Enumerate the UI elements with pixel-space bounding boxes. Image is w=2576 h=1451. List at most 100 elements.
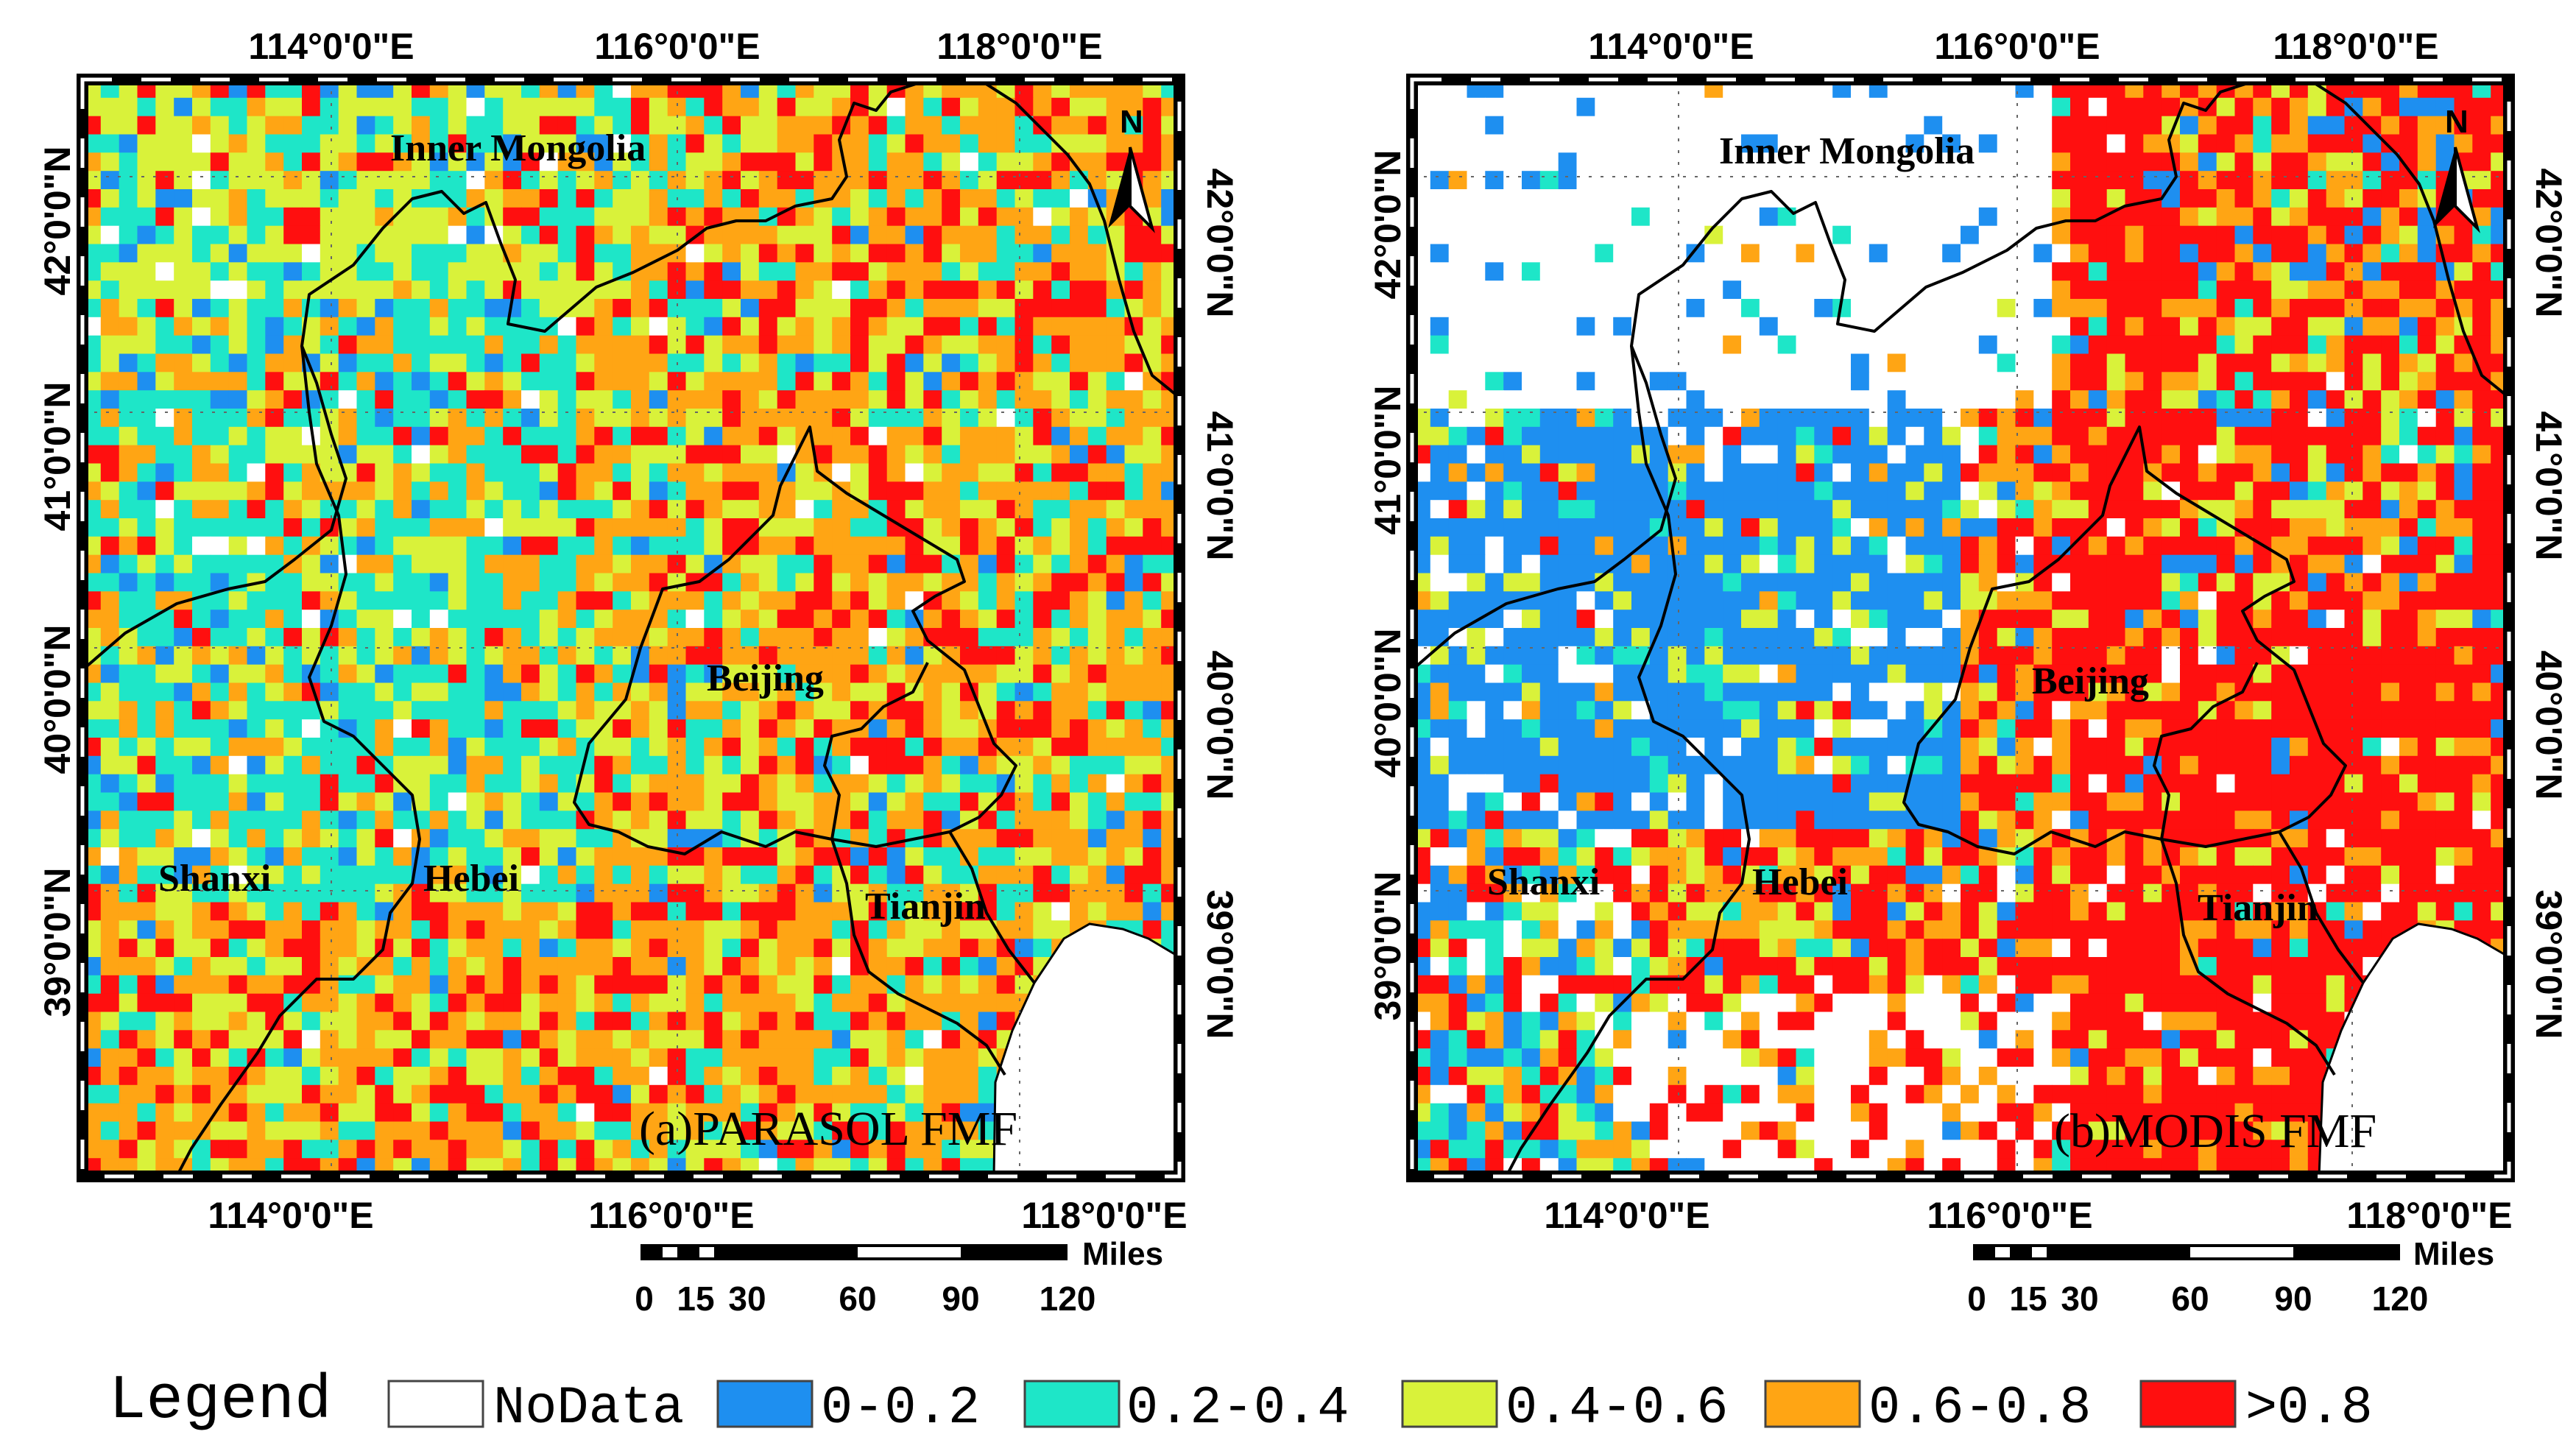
raster-cell — [2015, 353, 2034, 373]
raster-cell — [119, 1012, 138, 1031]
raster-cell — [119, 1121, 138, 1140]
raster-cell — [2271, 262, 2290, 281]
raster-cell — [539, 920, 559, 939]
raster-cell — [1522, 116, 1541, 135]
raster-cell — [119, 225, 138, 245]
raster-cell — [1503, 372, 1522, 391]
raster-cell — [685, 738, 705, 757]
raster-cell — [1558, 171, 1578, 190]
raster-cell — [356, 1121, 375, 1140]
raster-cell — [685, 390, 705, 409]
raster-cell — [155, 1030, 174, 1049]
raster-cell — [942, 1140, 961, 1159]
raster-cell — [393, 225, 412, 245]
raster-cell — [722, 920, 741, 939]
raster-cell — [539, 719, 559, 738]
raster-cell — [100, 719, 120, 738]
raster-cell — [1124, 610, 1143, 629]
raster-cell — [429, 811, 449, 830]
raster-cell — [174, 299, 193, 318]
raster-cell — [2381, 390, 2400, 409]
raster-cell — [722, 902, 741, 921]
raster-cell — [795, 171, 814, 190]
raster-cell — [868, 573, 888, 592]
raster-cell — [247, 701, 266, 720]
raster-cell — [1033, 463, 1052, 482]
raster-cell — [1070, 664, 1089, 684]
raster-cell — [758, 1140, 778, 1159]
raster-cell — [777, 664, 797, 684]
raster-cell — [1905, 134, 1924, 153]
raster-cell — [1522, 244, 1541, 263]
raster-cell — [685, 244, 705, 263]
raster-cell — [393, 993, 412, 1013]
raster-cell — [868, 591, 888, 610]
raster-cell — [356, 975, 375, 995]
raster-cell — [741, 792, 760, 811]
raster-cell — [137, 1140, 156, 1159]
raster-cell — [100, 573, 120, 592]
raster-cell — [466, 829, 485, 848]
raster-cell — [960, 116, 979, 135]
raster-cell — [1741, 353, 1760, 373]
raster-cell — [412, 262, 431, 281]
raster-cell — [942, 481, 961, 501]
raster-cell — [283, 1030, 303, 1049]
raster-cell — [228, 372, 248, 391]
raster-cell — [2088, 171, 2108, 190]
raster-cell — [265, 335, 284, 355]
raster-cell — [978, 993, 998, 1013]
raster-cell — [557, 554, 577, 574]
raster-cell — [2070, 299, 2089, 318]
raster-cell — [192, 426, 211, 446]
raster-cell — [228, 755, 248, 775]
raster-cell — [1814, 426, 1833, 446]
raster-cell — [503, 829, 522, 848]
raster-cell — [704, 1012, 723, 1031]
raster-cell — [302, 1140, 321, 1159]
raster-cell — [265, 280, 284, 300]
raster-cell — [631, 280, 650, 300]
raster-cell — [1124, 829, 1143, 848]
raster-cell — [539, 1084, 559, 1104]
raster-cell — [631, 993, 650, 1013]
raster-cell — [1924, 335, 1943, 355]
raster-cell — [393, 975, 412, 995]
raster-cell — [942, 134, 961, 153]
raster-cell — [1631, 244, 1651, 263]
raster-cell — [192, 280, 211, 300]
raster-cell — [960, 554, 979, 574]
raster-cell — [174, 97, 193, 117]
raster-cell — [960, 1103, 979, 1123]
raster-cell — [2180, 335, 2199, 355]
raster-cell — [1942, 426, 1961, 446]
raster-cell — [850, 738, 869, 757]
raster-cell — [814, 1030, 833, 1049]
raster-cell — [375, 847, 394, 866]
raster-cell — [2307, 262, 2327, 281]
raster-cell — [814, 97, 833, 117]
raster-cell — [905, 719, 924, 738]
raster-cell — [2271, 426, 2290, 446]
raster-cell — [100, 317, 120, 336]
raster-cell — [2326, 463, 2346, 482]
raster-cell — [1613, 262, 1632, 281]
raster-cell — [2088, 390, 2108, 409]
raster-cell — [1014, 664, 1034, 684]
raster-cell — [1539, 152, 1559, 172]
raster-cell — [832, 335, 851, 355]
raster-cell — [448, 372, 467, 391]
raster-cell — [850, 280, 869, 300]
raster-cell — [375, 1121, 394, 1140]
raster-cell — [594, 883, 613, 903]
raster-cell — [2234, 390, 2254, 409]
raster-cell — [1814, 152, 1833, 172]
raster-cell — [1887, 171, 1907, 190]
raster-cell — [923, 1030, 942, 1049]
raster-cell — [741, 902, 760, 921]
raster-cell — [539, 481, 559, 501]
raster-cell — [1070, 719, 1089, 738]
raster-cell — [685, 207, 705, 227]
raster-cell — [631, 372, 650, 391]
raster-cell — [1905, 426, 1924, 446]
